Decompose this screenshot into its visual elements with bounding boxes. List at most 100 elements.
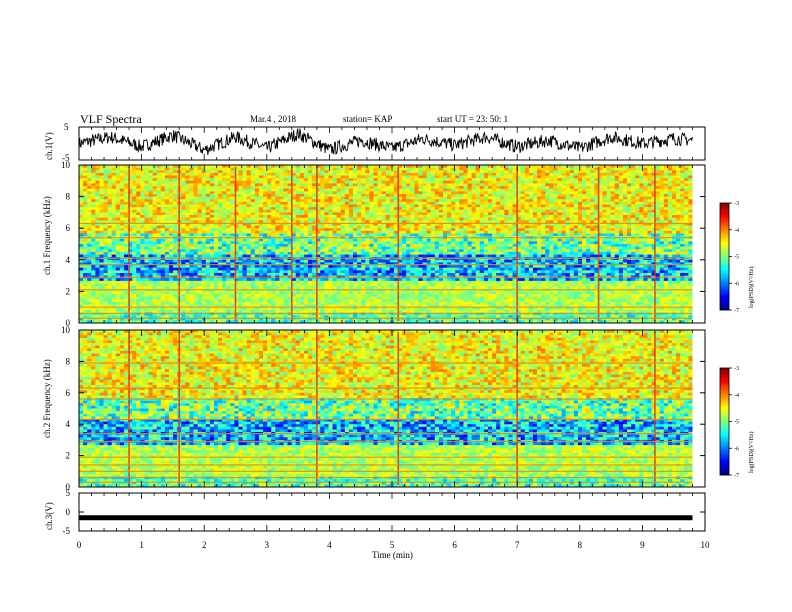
spectrogram-cell xyxy=(205,291,211,295)
spectrogram-cell xyxy=(107,296,113,300)
spectrogram-cell xyxy=(271,230,276,234)
spectrogram-cell xyxy=(222,238,227,242)
spectrogram-cell xyxy=(389,246,395,250)
spectrogram-cell xyxy=(144,280,149,284)
spectrogram-cell xyxy=(218,217,223,221)
spectrogram-cell xyxy=(164,209,170,213)
spectrogram-cell xyxy=(111,241,117,245)
spectrogram-cell xyxy=(369,230,374,234)
spectrogram-cell xyxy=(344,175,350,179)
spectrogram-cell xyxy=(344,296,350,300)
spectrogram-cell xyxy=(173,170,178,174)
spectrogram-cell xyxy=(377,304,383,308)
spectrogram-cell xyxy=(308,254,313,258)
spectrogram-cell xyxy=(406,301,411,305)
spectrogram-cell xyxy=(263,272,268,276)
spectrogram-cell xyxy=(156,199,162,203)
spectrogram-cell xyxy=(185,207,190,211)
spectrogram-cell xyxy=(246,238,252,242)
spectrogram-cell xyxy=(107,309,113,313)
spectrogram-cell xyxy=(213,165,219,169)
spectrogram-cell xyxy=(336,278,342,282)
spectrogram-cell xyxy=(369,233,374,237)
spectrogram-cell xyxy=(103,193,109,197)
spectrogram-cell xyxy=(230,291,235,295)
spectrogram-cell xyxy=(103,172,109,176)
spectrogram-cell xyxy=(254,172,260,176)
spectrogram-cell xyxy=(115,222,121,226)
spectrogram-cell xyxy=(218,296,223,300)
spectrogram-cell xyxy=(357,244,362,248)
spectrogram-cell xyxy=(295,249,301,253)
spectrogram-cell xyxy=(336,220,342,224)
spectrogram-cell xyxy=(201,267,207,271)
spectrogram-cell xyxy=(398,270,403,274)
spectrogram-cell xyxy=(295,222,301,226)
spectrogram-cell xyxy=(242,249,248,253)
spectrogram-cell xyxy=(242,296,248,300)
spectrogram-cell xyxy=(209,225,215,229)
spectrogram-cell xyxy=(402,191,407,195)
spectrogram-cell xyxy=(357,175,362,179)
spectrogram-cell xyxy=(320,220,325,224)
spectrogram-cell xyxy=(99,309,104,313)
spectrogram-cell xyxy=(357,241,362,245)
spectrogram-cell xyxy=(79,241,84,245)
spectrogram-cell xyxy=(385,294,391,298)
spectrogram-cell xyxy=(320,238,325,242)
spectrogram-cell xyxy=(205,283,211,287)
spectrogram-cell xyxy=(140,212,145,216)
spectrogram-cell xyxy=(324,186,329,190)
spectrogram-cell xyxy=(181,228,186,232)
spectrogram-cell xyxy=(197,225,203,229)
spectrogram-cell xyxy=(353,165,358,169)
spectrogram-cell xyxy=(275,272,280,276)
spectrogram-cell xyxy=(320,251,325,255)
spectrogram-cell xyxy=(168,222,174,226)
spectrogram-cell xyxy=(263,241,268,245)
spectrogram-cell xyxy=(267,212,272,216)
spectrogram-cell xyxy=(95,304,100,308)
spectrogram-cell xyxy=(185,301,190,305)
spectrogram-cell xyxy=(312,294,317,298)
spectrogram-cell xyxy=(83,254,88,258)
spectrogram-cell xyxy=(226,317,231,321)
spectrogram-cell xyxy=(344,201,350,205)
spectrogram-cell xyxy=(209,241,215,245)
spectrogram-cell xyxy=(398,251,403,255)
spectrogram-cell xyxy=(369,246,374,250)
spectrogram-cell xyxy=(353,270,358,274)
spectrogram-cell xyxy=(123,296,129,300)
spectrogram-cell xyxy=(393,180,399,184)
spectrogram-cell xyxy=(414,230,419,234)
spectrogram-cell xyxy=(103,165,109,169)
spectrogram-cell xyxy=(283,201,288,205)
spectrogram-cell xyxy=(246,254,252,258)
spectrogram-cell xyxy=(87,304,92,308)
spectrogram-cell xyxy=(144,180,149,184)
spectrogram-cell xyxy=(218,225,223,229)
spectrogram-cell xyxy=(291,193,297,197)
spectrogram-cell xyxy=(332,320,338,324)
spectrogram-cell xyxy=(164,254,170,258)
spectrogram-cell xyxy=(344,307,350,311)
spectrogram-cell xyxy=(242,317,248,321)
spectrogram-cell xyxy=(95,254,100,258)
spectrogram-cell xyxy=(185,172,190,176)
spectrogram-cell xyxy=(389,315,395,319)
spectrogram-cell xyxy=(357,238,362,242)
spectrogram-cell xyxy=(250,278,256,282)
spectrogram-cell xyxy=(393,286,399,290)
spectrogram-cell xyxy=(357,280,362,284)
spectrogram-cell xyxy=(258,280,264,284)
spectrogram-cell xyxy=(283,167,288,171)
spectrogram-cell xyxy=(414,317,419,321)
spectrogram-cell xyxy=(115,191,121,195)
spectrogram-cell xyxy=(156,191,162,195)
spectrogram-cell xyxy=(389,251,395,255)
spectrogram-cell xyxy=(79,170,84,174)
spectrogram-cell xyxy=(303,294,309,298)
spectrogram-cell xyxy=(271,283,276,287)
spectrogram-cell xyxy=(119,286,125,290)
spectrogram-cell xyxy=(357,167,362,171)
